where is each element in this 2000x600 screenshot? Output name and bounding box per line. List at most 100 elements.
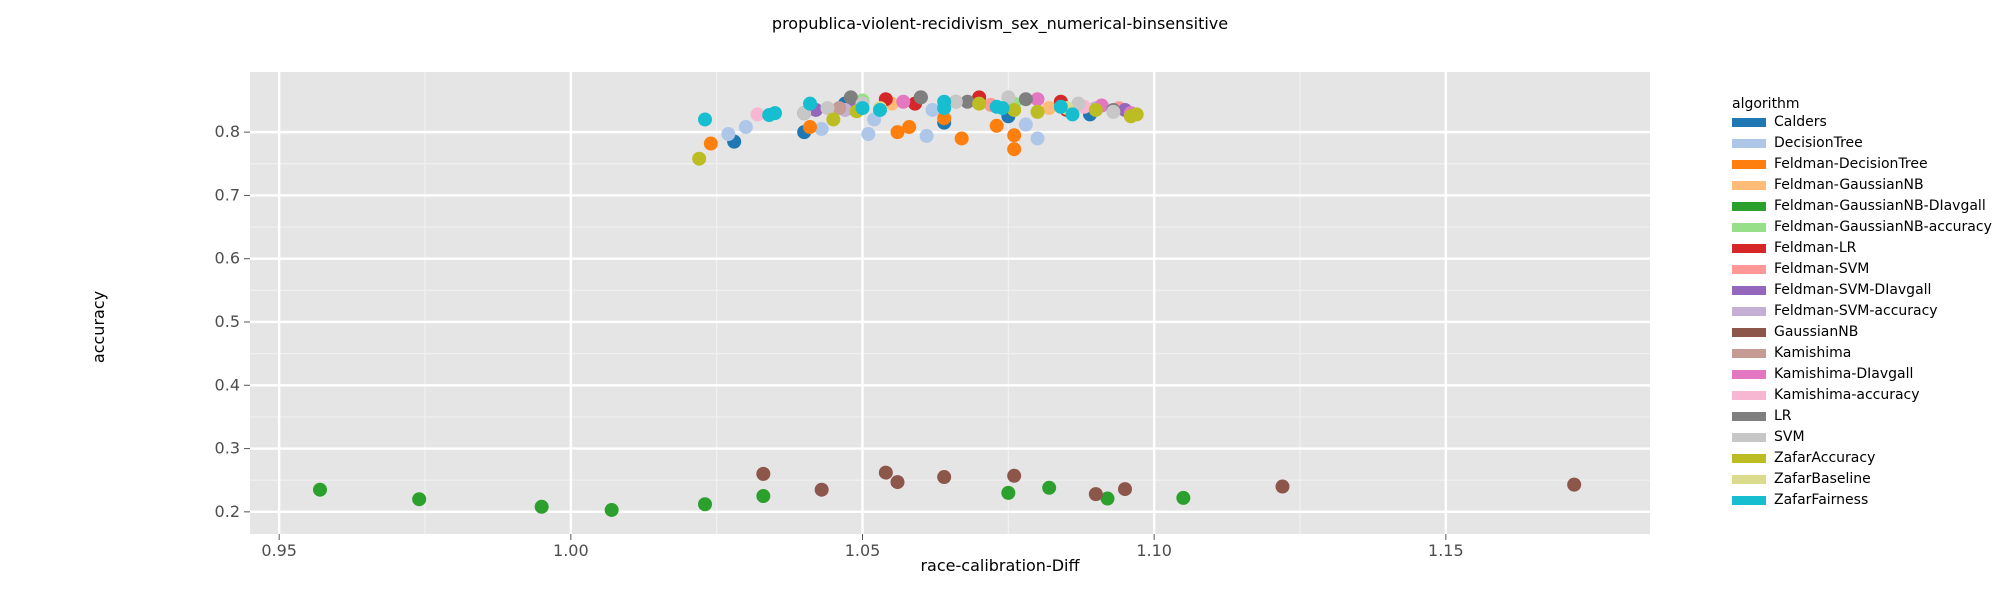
legend-swatch xyxy=(1732,391,1766,400)
legend-label: Feldman-GaussianNB xyxy=(1774,177,1924,193)
y-axis-title: accuracy xyxy=(89,291,108,363)
data-point xyxy=(768,106,782,121)
data-point xyxy=(756,466,771,481)
data-point xyxy=(1007,468,1022,483)
data-point xyxy=(604,502,619,517)
data-point xyxy=(820,101,835,116)
data-point xyxy=(814,482,829,497)
data-point xyxy=(1088,102,1103,117)
series-zafaraccuracy xyxy=(692,96,1144,166)
data-point xyxy=(832,101,847,116)
legend-swatch xyxy=(1732,307,1766,316)
legend-label: Feldman-LR xyxy=(1774,240,1857,256)
legend-swatch xyxy=(1732,244,1766,253)
legend-label: ZafarBaseline xyxy=(1774,471,1871,487)
legend-swatch xyxy=(1732,475,1766,484)
data-point xyxy=(960,94,975,109)
data-point xyxy=(1007,128,1022,143)
data-point xyxy=(937,470,952,485)
y-tick-label: 0.5 xyxy=(215,312,240,331)
legend-swatch xyxy=(1732,160,1766,169)
data-point xyxy=(843,90,858,105)
legend-label: Kamishima-DIavgall xyxy=(1774,366,1913,382)
data-point xyxy=(738,120,753,135)
data-point xyxy=(1567,477,1582,492)
data-point xyxy=(1018,92,1033,107)
data-point xyxy=(698,497,712,512)
legend-swatch xyxy=(1732,412,1766,421)
data-point xyxy=(1042,480,1057,495)
series-gaussiannb xyxy=(756,90,1582,502)
legend-swatch xyxy=(1732,286,1766,295)
legend-swatch xyxy=(1732,118,1766,127)
series-feldman-gaussiannb-diavgall xyxy=(313,480,1191,517)
data-point xyxy=(826,112,841,127)
legend-swatch xyxy=(1732,181,1766,190)
data-point xyxy=(698,112,712,127)
data-point xyxy=(313,482,327,497)
data-point xyxy=(1118,482,1132,497)
legend: algorithm Calders DecisionTree Feldman-Dec… xyxy=(1732,96,1992,508)
plot-panel xyxy=(250,72,1650,534)
data-point xyxy=(1030,131,1045,146)
data-point xyxy=(814,121,829,136)
data-point xyxy=(948,94,963,109)
legend-label: Feldman-GaussianNB-accuracy xyxy=(1774,219,1992,235)
legend-swatch xyxy=(1732,223,1766,232)
x-axis-title: race-calibration-Diff xyxy=(920,556,1080,575)
legend-swatch xyxy=(1732,370,1766,379)
data-point xyxy=(1001,90,1016,105)
data-point xyxy=(972,96,987,111)
data-point xyxy=(1007,102,1022,117)
legend-swatch xyxy=(1732,139,1766,148)
y-tick-label: 0.6 xyxy=(215,249,240,268)
data-point xyxy=(890,475,905,490)
data-point xyxy=(873,102,887,117)
data-point xyxy=(1176,490,1191,505)
data-points xyxy=(313,90,1582,517)
data-point xyxy=(995,101,1010,116)
data-point xyxy=(1030,104,1045,119)
x-tick-label: 0.95 xyxy=(261,541,297,560)
x-tick-label: 1.05 xyxy=(845,541,881,560)
data-point xyxy=(855,101,870,116)
data-point xyxy=(913,90,928,105)
data-point xyxy=(896,94,911,109)
legend-label: ZafarFairness xyxy=(1774,492,1868,508)
legend-title: algorithm xyxy=(1732,96,1800,112)
data-point xyxy=(861,127,876,142)
data-point xyxy=(1042,101,1057,116)
data-point xyxy=(703,136,718,151)
y-tick-label: 0.4 xyxy=(215,375,240,394)
legend-label: SVM xyxy=(1774,429,1805,445)
legend-items: Calders DecisionTree Feldman-DecisionTree F… xyxy=(1732,114,1992,508)
legend-label: DecisionTree xyxy=(1774,135,1863,151)
data-point xyxy=(1275,479,1290,494)
data-point xyxy=(1007,142,1022,157)
series-zafarfairness xyxy=(698,94,1080,127)
data-point xyxy=(756,489,771,504)
legend-label: Calders xyxy=(1774,114,1827,130)
x-tick-label: 1.00 xyxy=(553,541,589,560)
data-point xyxy=(890,125,905,140)
legend-swatch xyxy=(1732,433,1766,442)
data-point xyxy=(1053,99,1068,114)
data-point xyxy=(1129,107,1144,122)
x-tick-label: 1.15 xyxy=(1428,541,1464,560)
data-point xyxy=(902,120,917,135)
axis-ticks: 0.95 1.00 1.05 1.10 1.15 0.2 0.3 0.4 0.5 0.6 0.7 0.… xyxy=(215,122,1464,560)
legend-label: Feldman-DecisionTree xyxy=(1774,156,1928,172)
data-point xyxy=(412,492,427,507)
data-point xyxy=(954,131,969,146)
legend-swatch xyxy=(1732,265,1766,274)
data-point xyxy=(1030,92,1045,107)
legend-swatch xyxy=(1732,496,1766,505)
data-point xyxy=(750,107,765,122)
data-point xyxy=(989,118,1004,133)
data-point xyxy=(878,465,893,480)
legend-swatch xyxy=(1732,328,1766,337)
data-point xyxy=(534,499,549,514)
legend-swatch xyxy=(1732,349,1766,358)
legend-label: GaussianNB xyxy=(1774,324,1858,340)
y-tick-label: 0.3 xyxy=(215,439,240,458)
